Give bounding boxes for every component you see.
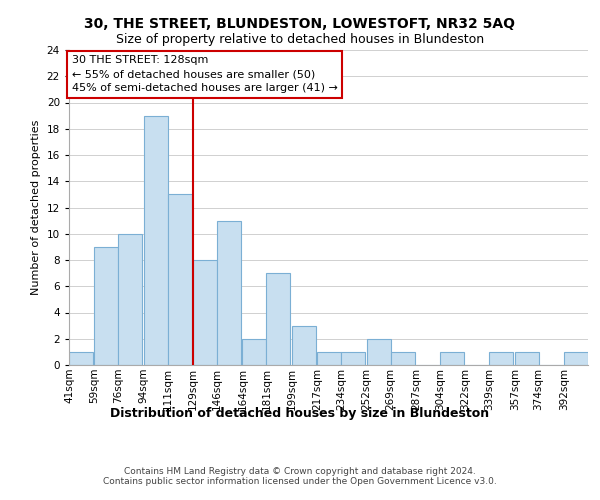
- Bar: [341, 352, 365, 365]
- Bar: [94, 247, 118, 365]
- Bar: [440, 352, 464, 365]
- Text: Distribution of detached houses by size in Blundeston: Distribution of detached houses by size …: [110, 408, 490, 420]
- Bar: [193, 260, 217, 365]
- Bar: [317, 352, 341, 365]
- Bar: [515, 352, 539, 365]
- Bar: [118, 234, 142, 365]
- Text: 30, THE STREET, BLUNDESTON, LOWESTOFT, NR32 5AQ: 30, THE STREET, BLUNDESTON, LOWESTOFT, N…: [85, 18, 515, 32]
- Text: Size of property relative to detached houses in Blundeston: Size of property relative to detached ho…: [116, 34, 484, 46]
- Bar: [217, 220, 241, 365]
- Bar: [564, 352, 588, 365]
- Y-axis label: Number of detached properties: Number of detached properties: [31, 120, 41, 295]
- Text: Contains public sector information licensed under the Open Government Licence v3: Contains public sector information licen…: [103, 477, 497, 486]
- Bar: [266, 273, 290, 365]
- Text: Contains HM Land Registry data © Crown copyright and database right 2024.: Contains HM Land Registry data © Crown c…: [124, 467, 476, 476]
- Bar: [489, 352, 513, 365]
- Text: 30 THE STREET: 128sqm
← 55% of detached houses are smaller (50)
45% of semi-deta: 30 THE STREET: 128sqm ← 55% of detached …: [72, 55, 338, 93]
- Bar: [367, 339, 391, 365]
- Bar: [242, 339, 266, 365]
- Bar: [144, 116, 168, 365]
- Bar: [292, 326, 316, 365]
- Bar: [69, 352, 93, 365]
- Bar: [391, 352, 415, 365]
- Bar: [168, 194, 191, 365]
